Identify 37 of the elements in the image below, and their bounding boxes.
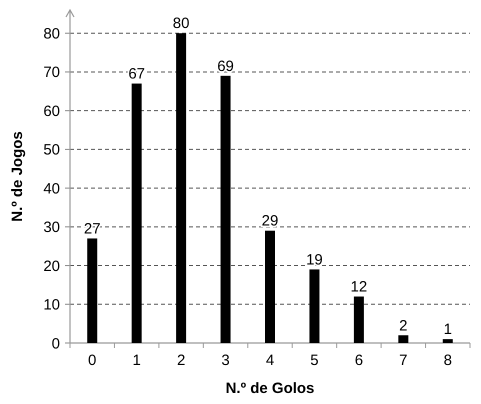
y-tick-label: 40 [43,180,60,198]
bar [265,230,275,343]
data-label: 12 [350,278,368,296]
data-label: 67 [128,66,146,83]
data-label: 1 [444,321,452,338]
data-label: 2 [399,317,408,334]
y-tick-label: 80 [43,25,60,42]
y-tick-label: 30 [43,219,60,236]
x-tick-label: 8 [444,352,452,369]
y-tick-label: 60 [43,102,60,120]
x-tick-label: 3 [221,352,230,369]
bar [354,296,364,343]
data-label: 69 [217,58,234,75]
y-axis-title: N.º de Jogos [9,131,26,222]
x-tick-label: 6 [354,352,364,369]
data-label: 19 [306,251,323,268]
x-tick-label: 2 [176,352,186,369]
y-tick-label: 50 [43,142,60,159]
y-tick-label: 10 [43,296,60,314]
x-tick-label: 4 [266,352,274,369]
x-tick-label: 5 [310,352,319,369]
x-axis-title: N.º de Golos [226,380,314,397]
y-tick-label: 70 [43,64,60,82]
bar [442,339,453,343]
bar [132,84,142,343]
bar [309,269,320,343]
data-label: 29 [262,212,278,230]
y-tick-label: 20 [43,258,60,275]
bar [87,238,98,343]
x-tick-label: 7 [399,352,408,369]
data-label: 80 [172,15,190,32]
bar [176,33,186,343]
bar [398,335,408,343]
y-tick-label: 0 [52,335,60,352]
x-tick-label: 1 [132,352,141,369]
bar [220,76,231,343]
x-tick-label: 0 [88,352,96,369]
